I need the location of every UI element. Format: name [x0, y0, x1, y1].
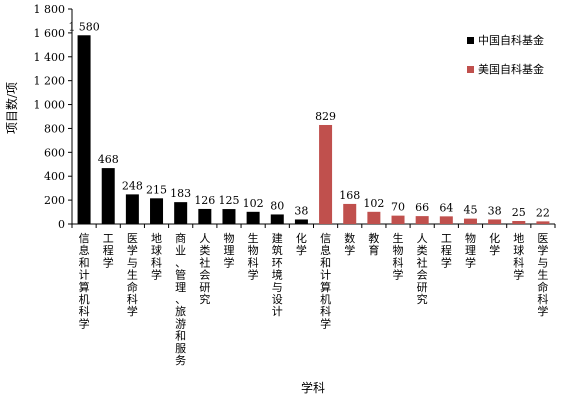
y-axis-title: 项目数/项: [4, 82, 19, 134]
x-category-label: 医学与生命科学: [127, 232, 138, 318]
x-category-label: 化学: [296, 231, 307, 257]
bar-us: [343, 203, 357, 224]
x-category-label: 人类社会研究: [199, 232, 210, 306]
x-category-label: 人类社会研究: [417, 232, 428, 306]
bar-china: [150, 198, 164, 224]
bar-us: [488, 219, 502, 224]
data-label: 102: [363, 197, 384, 210]
data-label: 248: [122, 179, 143, 192]
y-tick-label: 1 000: [34, 99, 66, 112]
bar-us: [463, 218, 477, 224]
x-category-label: 生物科学: [393, 231, 404, 282]
x-category-label: 建筑环境与设计: [272, 231, 283, 318]
bars-group: [77, 35, 550, 225]
x-category-label: 工程学: [103, 232, 114, 269]
y-tick-label: 600: [44, 146, 65, 159]
y-tick-label: 200: [44, 194, 65, 207]
x-category-label: 物理学: [223, 231, 234, 269]
data-label: 468: [98, 153, 119, 166]
bar-china: [77, 35, 91, 225]
bar-china: [101, 168, 115, 224]
x-category-label: 医学与生命科学: [537, 232, 548, 318]
data-label: 125: [218, 194, 239, 207]
bar-us: [415, 216, 429, 224]
x-category-label: 地球科学: [151, 232, 162, 282]
axes-group: 0 200 400 600 800 1 000 1 200 1 400 1 600 1 800 项目…: [4, 3, 556, 395]
data-label: 38: [488, 204, 502, 217]
y-tick-label: 800: [44, 122, 65, 135]
data-label: 66: [415, 201, 429, 214]
x-category-label: 商业、管理、旅游和服务: [175, 231, 186, 367]
data-label: 22: [536, 206, 550, 219]
y-tick-label: 1 800: [34, 3, 66, 16]
bar-china: [125, 194, 139, 224]
x-category-label: 工程学: [441, 232, 452, 269]
data-label: 102: [243, 197, 264, 210]
legend-swatch-us: [467, 66, 474, 73]
bar-us: [512, 221, 526, 224]
y-tick-label: 1 400: [34, 51, 66, 64]
bar-us: [391, 215, 405, 224]
x-category-label: 地球科学: [513, 232, 524, 282]
labels-group: 1 580 信息和计算机科学 468 工程学 248 医学与生命科学 215 地球科学 183 商…: [68, 20, 550, 367]
legend-label-china: 中国自科基金: [478, 33, 544, 47]
x-category-label: 数学: [344, 232, 355, 257]
y-tick-label: 1 600: [34, 27, 66, 40]
data-label: 64: [439, 201, 453, 214]
y-tick-label: 0: [58, 218, 65, 231]
legend-swatch-china: [467, 37, 474, 44]
data-label: 80: [270, 199, 284, 212]
bar-china: [294, 219, 308, 224]
x-axis-title: 学科: [301, 380, 325, 395]
bar-china: [246, 211, 260, 224]
data-label: 25: [512, 206, 526, 219]
x-category-label: 物理学: [465, 231, 476, 269]
bar-us: [439, 216, 453, 224]
x-category-label: 生物科学: [248, 231, 259, 282]
bar-us: [367, 211, 381, 224]
x-category-label: 信息和计算机科学: [79, 232, 90, 330]
bar-china: [174, 202, 188, 224]
data-label: 38: [294, 204, 308, 217]
data-label: 183: [170, 187, 191, 200]
y-tick-label: 400: [44, 170, 65, 183]
x-category-label: 信息和计算机科学: [320, 232, 331, 330]
x-category-label: 化学: [489, 231, 500, 257]
bar-china: [222, 209, 236, 224]
data-label: 70: [391, 201, 405, 214]
data-label: 126: [194, 194, 215, 207]
bar-us: [319, 124, 333, 224]
data-label: 168: [339, 189, 360, 202]
y-tick-label: 1 200: [34, 75, 66, 88]
data-label: 45: [463, 204, 477, 217]
bar-us: [536, 221, 550, 224]
bar-china: [198, 208, 212, 224]
data-label: 1 580: [68, 20, 100, 33]
data-label: 829: [315, 110, 336, 123]
x-category-label: 教育: [368, 232, 379, 257]
bar-china: [270, 214, 284, 224]
legend-label-us: 美国自科基金: [478, 62, 544, 76]
data-label: 215: [146, 183, 167, 196]
